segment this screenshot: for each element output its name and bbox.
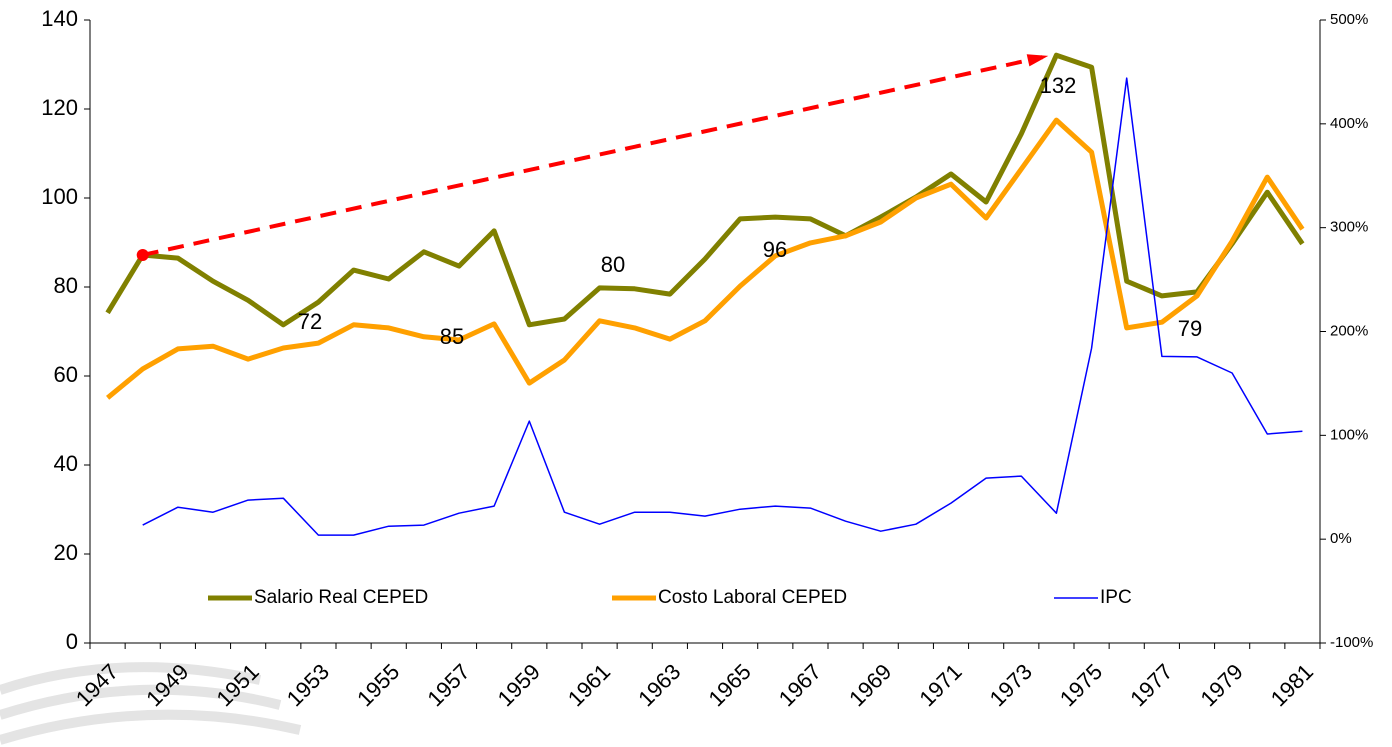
x-tick-label: 1977 (1125, 659, 1177, 711)
legend-label: IPC (1100, 587, 1132, 608)
legend-label: Costo Laboral CEPED (658, 587, 847, 608)
y2-tick-label: 200% (1330, 322, 1368, 339)
arrow-head (1026, 54, 1049, 67)
annotation: 96 (763, 237, 787, 262)
annotation: 132 (1040, 73, 1077, 98)
y-tick-label: 40 (54, 451, 78, 476)
decoration (0, 662, 302, 745)
y2-tick-label: 100% (1330, 426, 1368, 443)
x-tick-label: 1963 (633, 659, 685, 711)
annotation: 85 (440, 324, 464, 349)
y-tick-label: 20 (54, 540, 78, 565)
y2-tick-label: 0% (1330, 530, 1352, 547)
x-tick-label: 1961 (563, 659, 615, 711)
x-tick-label: 1967 (774, 659, 826, 711)
legend-label: Salario Real CEPED (254, 587, 428, 608)
y-tick-label: 140 (41, 6, 78, 31)
x-tick-label: 1975 (1055, 659, 1107, 711)
annotation: 72 (298, 309, 322, 334)
x-tick-label: 1957 (422, 659, 474, 711)
trend-arrow (142, 55, 1043, 257)
swoosh (0, 709, 302, 745)
x-tick-label: 1973 (985, 659, 1037, 711)
y-tick-label: 100 (41, 184, 78, 209)
y2-tick-label: 300% (1330, 219, 1368, 236)
series-line (142, 77, 1303, 536)
annotation: 79 (1178, 316, 1202, 341)
y2-tick-label: -100% (1330, 634, 1373, 651)
series-line (106, 117, 1305, 400)
x-tick-label: 1969 (844, 659, 896, 711)
x-tick-label: 1955 (352, 659, 404, 711)
series-line (105, 52, 1305, 328)
y-tick-label: 80 (54, 273, 78, 298)
annotation: 80 (601, 252, 625, 277)
x-tick-label: 1981 (1266, 659, 1318, 711)
y-tick-label: 0 (66, 629, 78, 654)
x-tick-label: 1965 (703, 659, 755, 711)
x-tick-label: 1953 (282, 659, 334, 711)
swoosh (0, 684, 282, 720)
x-tick-label: 1959 (493, 659, 545, 711)
y2-tick-label: 400% (1330, 115, 1368, 132)
swoosh (0, 662, 262, 695)
y-tick-label: 60 (54, 362, 78, 387)
x-tick-label: 1971 (914, 659, 966, 711)
y-tick-label: 120 (41, 95, 78, 120)
y2-tick-label: 500% (1330, 11, 1368, 28)
x-tick-label: 1979 (1195, 659, 1247, 711)
arrow-start (136, 248, 149, 261)
